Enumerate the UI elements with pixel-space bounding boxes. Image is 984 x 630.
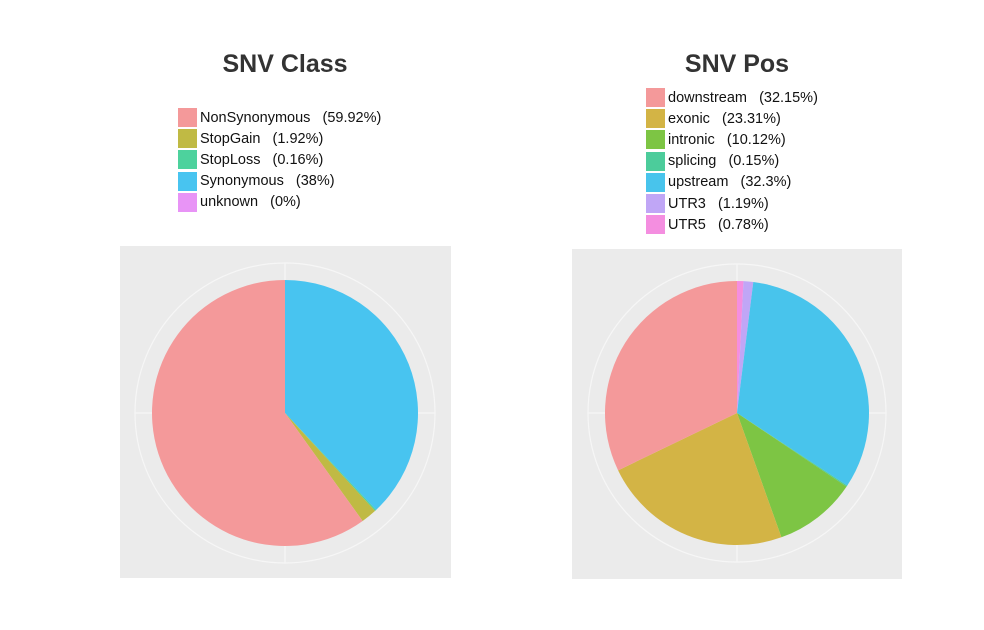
legend-item: StopGain (1.92%) [178,128,381,149]
legend-label: exonic (23.31%) [668,110,781,127]
legend-item: downstream (32.15%) [646,87,818,108]
legend-item: unknown (0%) [178,192,381,213]
legend-snv-class: NonSynonymous (59.92%) StopGain (1.92%) … [178,107,381,213]
legend-label: StopLoss (0.16%) [200,151,324,168]
pie-slice-utr3 [737,281,754,413]
chart-title-snv-class: SNV Class [222,50,348,78]
pie-slice-downstream [605,281,737,471]
pie-panel-snv-pos [572,249,902,579]
legend-item: StopLoss (0.16%) [178,149,381,170]
legend-swatch [178,150,197,170]
legend-label: UTR3 (1.19%) [668,195,769,212]
pie-slice-stoploss [285,413,377,511]
legend-swatch [646,194,665,214]
legend-swatch [646,172,665,192]
pie-slice-nonsynonymous [152,280,363,546]
legend-item: splicing (0.15%) [646,151,818,172]
legend-swatch [178,171,197,191]
legend-swatch [646,215,665,235]
legend-item: Synonymous (38%) [178,171,381,192]
legend-swatch [646,151,665,171]
legend-item: UTR3 (1.19%) [646,193,818,214]
pie-slice-upstream [737,282,869,486]
legend-item: NonSynonymous (59.92%) [178,107,381,128]
legend-label: downstream (32.15%) [668,89,818,106]
legend-label: StopGain (1.92%) [200,130,324,147]
pie-slice-splicing [737,413,848,487]
legend-label: splicing (0.15%) [668,153,780,170]
pie-slice-intronic [737,413,847,538]
pie-slice-synonymous [285,280,418,510]
pie-chart-snv-pos [587,263,887,563]
legend-item: intronic (10.12%) [646,129,818,150]
legend-swatch [646,130,665,150]
legend-swatch [178,192,197,212]
legend-snv-pos: downstream (32.15%) exonic (23.31%) intr… [646,87,818,235]
legend-label: intronic (10.12%) [668,131,786,148]
legend-item: UTR5 (0.78%) [646,214,818,235]
pie-slice-exonic [618,413,782,545]
legend-label: Synonymous (38%) [200,173,335,190]
legend-swatch [178,129,197,149]
legend-item: upstream (32.3%) [646,172,818,193]
legend-item: exonic (23.31%) [646,108,818,129]
legend-swatch [646,88,665,108]
legend-label: upstream (32.3%) [668,174,792,191]
pie-chart-snv-class [134,262,436,564]
legend-label: UTR5 (0.78%) [668,216,769,233]
pie-panel-snv-class [120,246,451,578]
legend-swatch [646,109,665,129]
pie-slice-utr5 [737,281,744,413]
legend-label: NonSynonymous (59.92%) [200,109,382,126]
legend-swatch [178,108,197,128]
pie-slice-stopgain [285,413,376,521]
legend-label: unknown (0%) [200,194,301,211]
chart-title-snv-pos: SNV Pos [684,50,790,78]
